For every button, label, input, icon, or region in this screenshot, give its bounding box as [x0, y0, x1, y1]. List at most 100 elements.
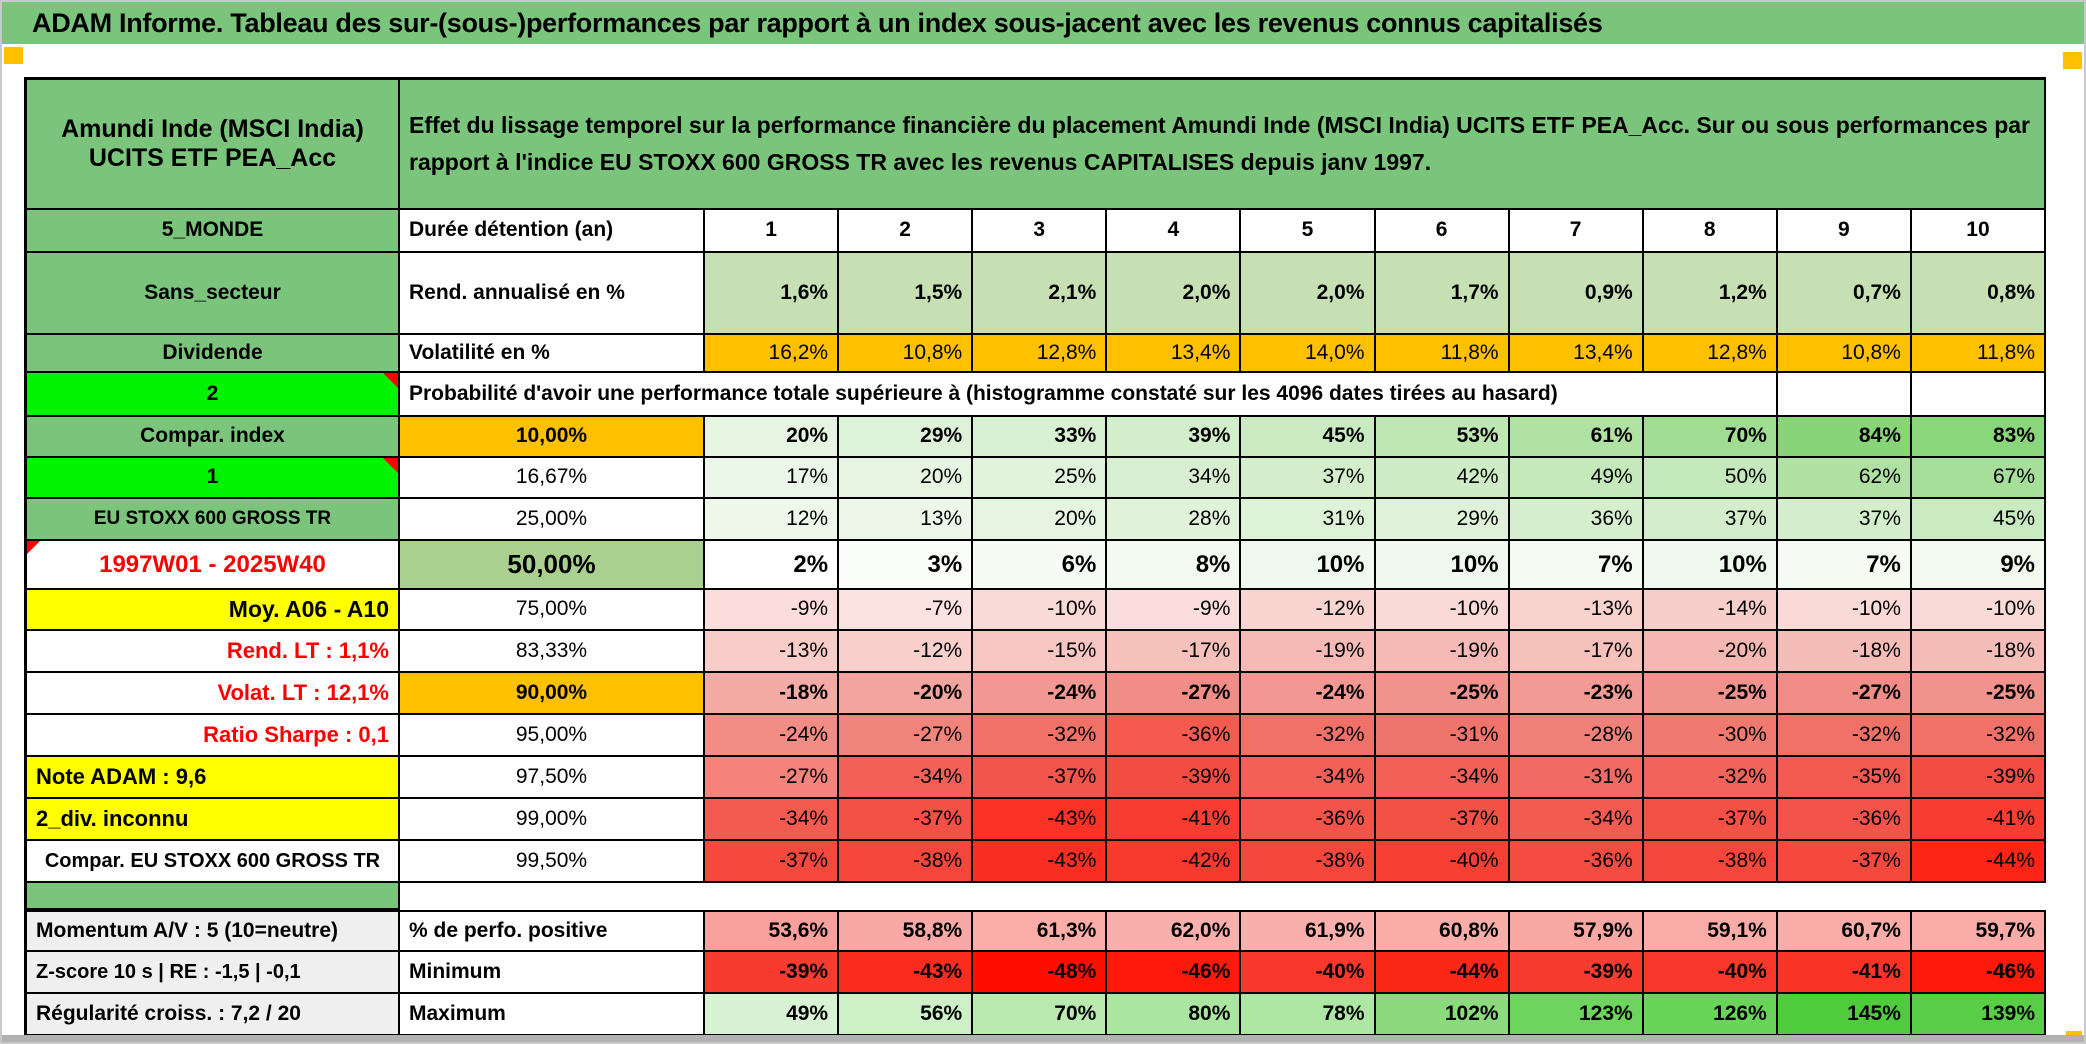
category-label[interactable]: Dividende	[27, 335, 400, 373]
table-cell[interactable]: -34%	[705, 799, 840, 841]
table-cell[interactable]: 10%	[1643, 541, 1778, 590]
metric-label[interactable]: Minimum	[400, 952, 705, 994]
table-cell[interactable]: 2,0%	[1241, 253, 1376, 335]
table-cell[interactable]: -12%	[839, 631, 974, 673]
category-label[interactable]: 2	[27, 373, 400, 417]
table-cell[interactable]: -39%	[1911, 757, 2046, 799]
table-cell[interactable]: -27%	[1777, 673, 1912, 715]
table-cell[interactable]: 1,2%	[1643, 253, 1778, 335]
report-description[interactable]: Effet du lissage temporel sur la perform…	[400, 80, 2046, 210]
table-cell[interactable]: -41%	[1911, 799, 2046, 841]
table-cell[interactable]: 67%	[1911, 458, 2046, 499]
indicator-label[interactable]: Z-score 10 s | RE : -1,5 | -0,1	[27, 952, 400, 994]
table-cell[interactable]: 78%	[1241, 994, 1376, 1036]
quantile-label[interactable]: 99,00%	[400, 799, 705, 841]
table-cell[interactable]: -44%	[1375, 952, 1510, 994]
table-cell[interactable]: -10%	[1777, 590, 1912, 631]
table-cell[interactable]	[1911, 373, 2046, 417]
table-cell[interactable]: -13%	[1509, 590, 1644, 631]
table-cell[interactable]: -10%	[1911, 590, 2046, 631]
table-cell[interactable]: -32%	[973, 715, 1108, 757]
table-cell[interactable]: -36%	[1509, 841, 1644, 883]
table-cell[interactable]: -10%	[1375, 590, 1510, 631]
table-cell[interactable]: -19%	[1241, 631, 1376, 673]
indicator-label[interactable]: Momentum A/V : 5 (10=neutre)	[27, 910, 400, 952]
table-cell[interactable]: -36%	[1241, 799, 1376, 841]
table-cell[interactable]: 28%	[1107, 499, 1242, 541]
table-cell[interactable]: 61%	[1509, 417, 1644, 458]
table-cell[interactable]: 0,9%	[1509, 253, 1644, 335]
quantile-label[interactable]: 97,50%	[400, 757, 705, 799]
table-cell[interactable]: -24%	[1241, 673, 1376, 715]
instrument-title[interactable]: Amundi Inde (MSCI India) UCITS ETF PEA_A…	[27, 80, 400, 210]
stat-label[interactable]: 2_div. inconnu	[27, 799, 400, 841]
table-cell[interactable]: -39%	[705, 952, 840, 994]
table-cell[interactable]: 34%	[1107, 458, 1242, 499]
spacer-cell[interactable]	[400, 883, 2046, 910]
table-cell[interactable]: 13,4%	[1107, 335, 1242, 373]
table-cell[interactable]: 62,0%	[1107, 910, 1242, 952]
table-cell[interactable]: -17%	[1509, 631, 1644, 673]
table-cell[interactable]: 70%	[1643, 417, 1778, 458]
table-cell[interactable]: -10%	[973, 590, 1108, 631]
table-cell[interactable]: 10,8%	[839, 335, 974, 373]
table-cell[interactable]: -40%	[1375, 841, 1510, 883]
metric-label[interactable]: Rend. annualisé en %	[400, 253, 705, 335]
table-cell[interactable]: 10,8%	[1777, 335, 1912, 373]
table-cell[interactable]: -17%	[1107, 631, 1242, 673]
table-cell[interactable]: -44%	[1911, 841, 2046, 883]
table-cell[interactable]: -36%	[1777, 799, 1912, 841]
quantile-label[interactable]: 16,67%	[400, 458, 705, 499]
quantile-label[interactable]: 75,00%	[400, 590, 705, 631]
table-cell[interactable]: 14,0%	[1241, 335, 1376, 373]
table-cell[interactable]: -27%	[1107, 673, 1242, 715]
table-cell[interactable]: 20%	[839, 458, 974, 499]
table-cell[interactable]: -27%	[705, 757, 840, 799]
table-cell[interactable]: -32%	[1777, 715, 1912, 757]
table-cell[interactable]: -9%	[705, 590, 840, 631]
table-cell[interactable]: -28%	[1509, 715, 1644, 757]
table-cell[interactable]: 0,7%	[1777, 253, 1912, 335]
table-cell[interactable]: 37%	[1643, 499, 1778, 541]
table-cell[interactable]: 17%	[705, 458, 840, 499]
table-cell[interactable]: -35%	[1777, 757, 1912, 799]
table-cell[interactable]: 8%	[1107, 541, 1242, 590]
table-cell[interactable]: 2,1%	[973, 253, 1108, 335]
column-header[interactable]: 7	[1509, 210, 1644, 253]
table-cell[interactable]: 58,8%	[839, 910, 974, 952]
table-cell[interactable]: -43%	[839, 952, 974, 994]
column-header[interactable]: 4	[1107, 210, 1242, 253]
stat-label[interactable]: Rend. LT : 1,1%	[27, 631, 400, 673]
probability-header[interactable]: Probabilité d'avoir une performance tota…	[400, 373, 1778, 417]
table-cell[interactable]: -37%	[705, 841, 840, 883]
table-cell[interactable]: 56%	[839, 994, 974, 1036]
table-cell[interactable]: -39%	[1107, 757, 1242, 799]
table-cell[interactable]: 70%	[973, 994, 1108, 1036]
table-cell[interactable]: 13%	[839, 499, 974, 541]
table-cell[interactable]: 45%	[1241, 417, 1376, 458]
category-label[interactable]: 5_MONDE	[27, 210, 400, 253]
table-cell[interactable]: -37%	[1375, 799, 1510, 841]
quantile-label[interactable]: 50,00%	[400, 541, 705, 590]
category-label[interactable]: 1	[27, 458, 400, 499]
table-cell[interactable]: -13%	[705, 631, 840, 673]
table-cell[interactable]: 62%	[1777, 458, 1912, 499]
table-cell[interactable]: 20%	[705, 417, 840, 458]
table-cell[interactable]: -7%	[839, 590, 974, 631]
table-cell[interactable]: 49%	[1509, 458, 1644, 499]
stat-label[interactable]: Volat. LT : 12,1%	[27, 673, 400, 715]
table-cell[interactable]: 7%	[1509, 541, 1644, 590]
quantile-label[interactable]: 99,50%	[400, 841, 705, 883]
stat-label[interactable]: Moy. A06 - A10	[27, 590, 400, 631]
table-cell[interactable]: 29%	[1375, 499, 1510, 541]
table-cell[interactable]: 9%	[1911, 541, 2046, 590]
table-cell[interactable]: -9%	[1107, 590, 1242, 631]
table-cell[interactable]: 60,8%	[1375, 910, 1510, 952]
table-cell[interactable]: -37%	[973, 757, 1108, 799]
metric-label[interactable]: Volatilité en %	[400, 335, 705, 373]
table-cell[interactable]: -25%	[1643, 673, 1778, 715]
column-header[interactable]: 3	[973, 210, 1108, 253]
table-cell[interactable]: 37%	[1241, 458, 1376, 499]
table-cell[interactable]: 39%	[1107, 417, 1242, 458]
table-cell[interactable]: -37%	[839, 799, 974, 841]
